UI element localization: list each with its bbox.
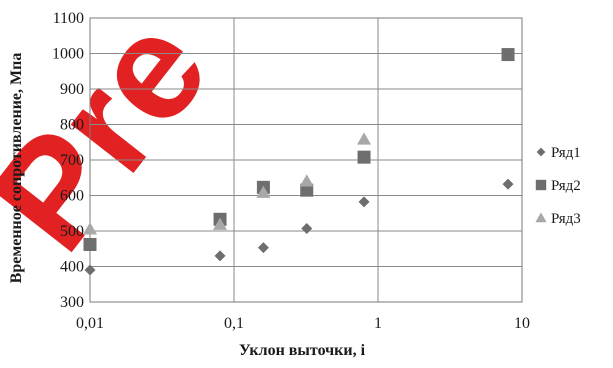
- series-1-point: [214, 250, 226, 262]
- y-tick-label: 400: [60, 259, 84, 276]
- y-tick-label: 1100: [53, 10, 84, 27]
- series-2-point: [501, 48, 515, 62]
- plot-frame: [89, 17, 523, 303]
- series-1-point: [84, 264, 96, 276]
- series-2-point: [357, 150, 371, 164]
- series-1-point: [358, 196, 370, 208]
- series-1-point: [502, 178, 514, 190]
- legend-marker-1: [536, 147, 546, 157]
- y-tick-label: 600: [60, 188, 84, 205]
- series-3-point: [83, 222, 97, 235]
- x-axis-title: Уклон выточки, i: [239, 342, 366, 359]
- series-3-point: [256, 185, 271, 198]
- grid: [89, 17, 523, 303]
- tick-labels: 300 400 500 600 700 800 900 1000 1100 0,01 0,1 1 10: [52, 10, 530, 332]
- y-axis-title: Временное сопротивление, Мпа: [8, 53, 25, 284]
- series-1-point: [301, 223, 313, 235]
- legend-label-2: Ряд2: [551, 178, 581, 194]
- series-2-point: [300, 183, 314, 197]
- series-3-point: [299, 174, 314, 187]
- y-tick-label: 1000: [52, 46, 84, 63]
- legend-label-1: Ряд1: [551, 145, 581, 161]
- y-tick-label: 800: [60, 117, 84, 134]
- legend-marker-3: [535, 212, 547, 223]
- series-1-point: [257, 242, 269, 254]
- legend-label-3: Ряд3: [551, 211, 581, 227]
- x-tick-label: 10: [514, 315, 530, 332]
- legend: Ряд1 Ряд2 Ряд3: [535, 145, 581, 227]
- data-points: [83, 48, 515, 276]
- x-tick-label: 0,01: [76, 315, 104, 332]
- y-tick-label: 900: [60, 81, 84, 98]
- y-tick-label: 300: [60, 294, 84, 311]
- series-3-point: [357, 132, 372, 145]
- series-2-point: [83, 237, 97, 251]
- x-tick-label: 0,1: [224, 315, 244, 332]
- legend-marker-2: [535, 179, 547, 191]
- y-tick-label: 500: [60, 223, 84, 240]
- watermark: Pre: [0, 0, 240, 280]
- y-tick-label: 700: [60, 152, 84, 169]
- series-3-point: [213, 217, 228, 230]
- x-tick-label: 1: [374, 315, 382, 332]
